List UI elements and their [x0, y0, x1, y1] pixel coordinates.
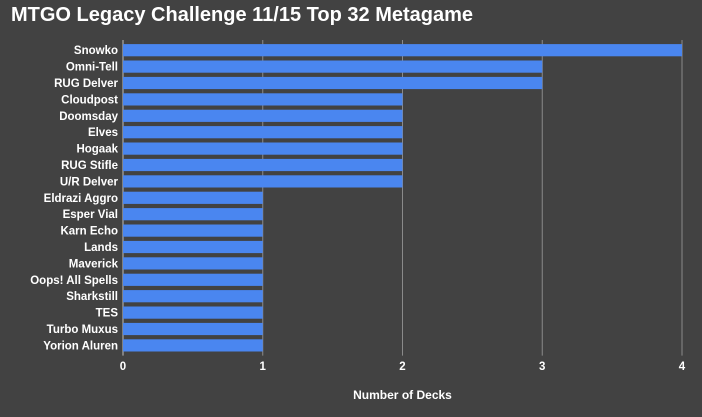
category-label: RUG Delver: [54, 78, 118, 90]
bar: [123, 224, 263, 237]
x-axis-title: Number of Decks: [353, 388, 452, 402]
bar: [123, 175, 403, 188]
x-tick-label: 4: [679, 361, 686, 373]
bar: [123, 240, 263, 254]
category-label: U/R Delver: [60, 176, 119, 188]
category-label: Hogaak: [76, 144, 118, 156]
category-labels: Snowko Omni-Tell RUG Delver Cloudpost Doomsd…: [30, 45, 118, 352]
chart-title: MTGO Legacy Challenge 11/15 Top 32 Metag…: [11, 4, 474, 26]
category-label: Turbo Muxus: [47, 324, 118, 336]
category-label: Cloudpost: [61, 94, 118, 106]
category-label: Yorion Aluren: [43, 340, 118, 352]
bar: [123, 306, 263, 319]
bar: [123, 257, 263, 270]
bar: [123, 109, 403, 122]
bar: [123, 76, 543, 90]
category-label: Karn Echo: [60, 226, 118, 238]
category-label: Eldrazi Aggro: [44, 193, 118, 205]
x-tick-label: 2: [399, 361, 405, 373]
bar: [123, 322, 263, 336]
bar: [123, 44, 682, 57]
x-tick-label: 1: [260, 361, 267, 373]
category-label: Elves: [88, 127, 118, 139]
x-tick-label: 0: [120, 361, 126, 373]
category-label: Lands: [84, 242, 118, 254]
x-tick-label: 3: [539, 361, 545, 373]
category-label: Oops! All Spells: [30, 275, 118, 287]
bar: [123, 339, 263, 352]
bar: [123, 60, 543, 73]
bar: [123, 126, 403, 139]
x-tick-labels: 0 1 2 3 4: [120, 361, 686, 373]
bar: [123, 290, 263, 303]
bar: [123, 208, 263, 221]
bar: [123, 158, 403, 172]
bar: [123, 142, 403, 155]
bar: [123, 191, 263, 204]
category-label: TES: [96, 308, 119, 320]
bars: [123, 44, 682, 352]
bar: [123, 273, 263, 286]
bar: [123, 93, 403, 106]
category-label: Sharkstill: [66, 291, 118, 303]
category-label: RUG Stifle: [61, 160, 118, 172]
category-label: Esper Vial: [63, 209, 118, 221]
category-label: Maverick: [69, 258, 119, 270]
category-label: Doomsday: [59, 111, 118, 123]
category-label: Snowko: [74, 45, 118, 57]
category-label: Omni-Tell: [66, 62, 118, 74]
